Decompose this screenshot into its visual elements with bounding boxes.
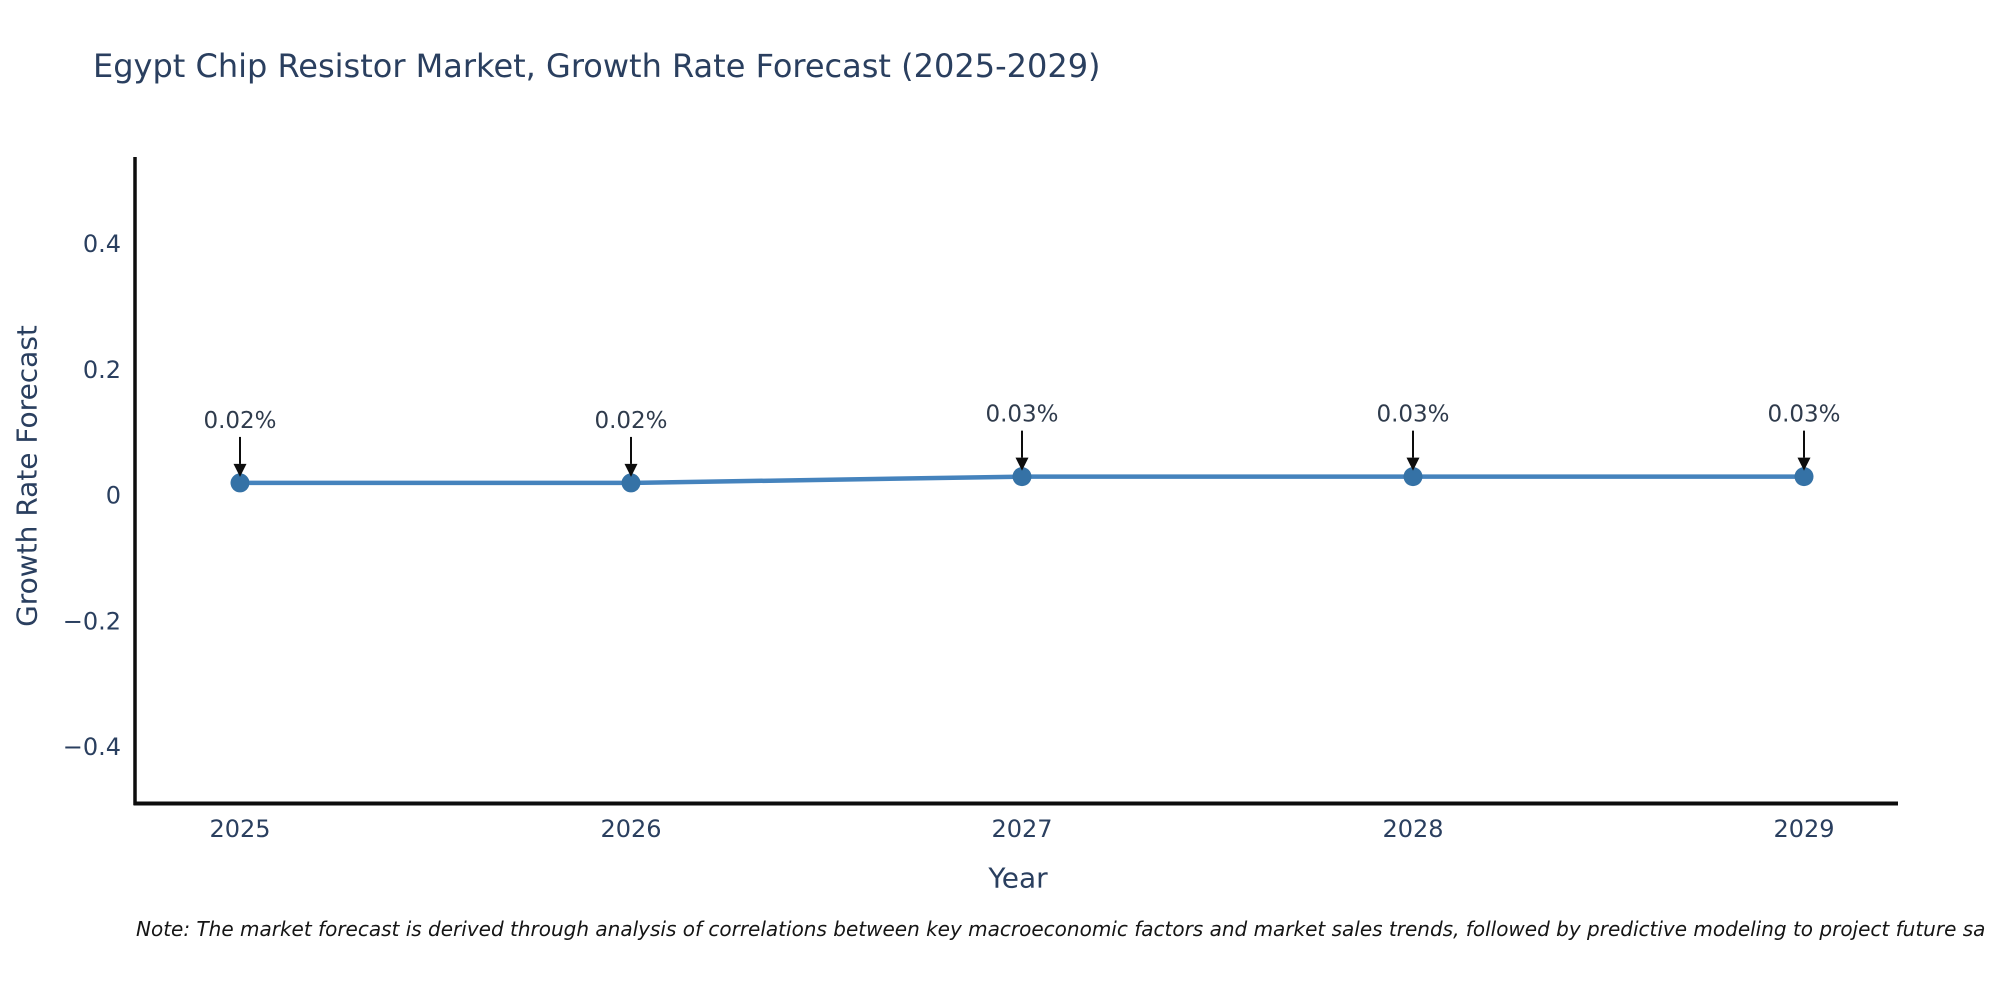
point-annotation-label: 0.03%	[985, 402, 1058, 428]
point-annotation-label: 0.02%	[203, 408, 276, 434]
x-tick-label: 2025	[209, 815, 270, 843]
x-tick-label: 2027	[991, 815, 1052, 843]
x-tick-label: 2026	[600, 815, 661, 843]
annotation-arrow-head-icon	[233, 463, 247, 477]
y-tick-label: 0.4	[83, 230, 121, 258]
annotation-arrow-head-icon	[624, 463, 638, 477]
x-tick-label: 2028	[1382, 815, 1443, 843]
footnote: Note: The market forecast is derived thr…	[136, 917, 1986, 941]
y-tick-label: 0.2	[83, 356, 121, 384]
data-point-marker	[621, 473, 641, 493]
data-point-marker	[230, 473, 250, 493]
data-point-marker	[1403, 467, 1423, 487]
point-annotation-label: 0.03%	[1376, 402, 1449, 428]
annotation-arrow-head-icon	[1015, 457, 1029, 471]
annotation-arrow-head-icon	[1797, 457, 1811, 471]
x-axis-title: Year	[988, 861, 1048, 895]
chart-title: Egypt Chip Resistor Market, Growth Rate …	[93, 47, 1101, 85]
y-tick-label: 0	[106, 482, 121, 510]
point-annotation-label: 0.02%	[594, 408, 667, 434]
y-tick-label: −0.4	[63, 733, 121, 761]
x-tick-label: 2029	[1773, 815, 1834, 843]
data-point-marker	[1012, 467, 1032, 487]
annotation-arrow-head-icon	[1406, 457, 1420, 471]
point-annotation-label: 0.03%	[1767, 402, 1840, 428]
y-tick-label: −0.2	[63, 607, 121, 635]
data-point-marker	[1794, 467, 1814, 487]
